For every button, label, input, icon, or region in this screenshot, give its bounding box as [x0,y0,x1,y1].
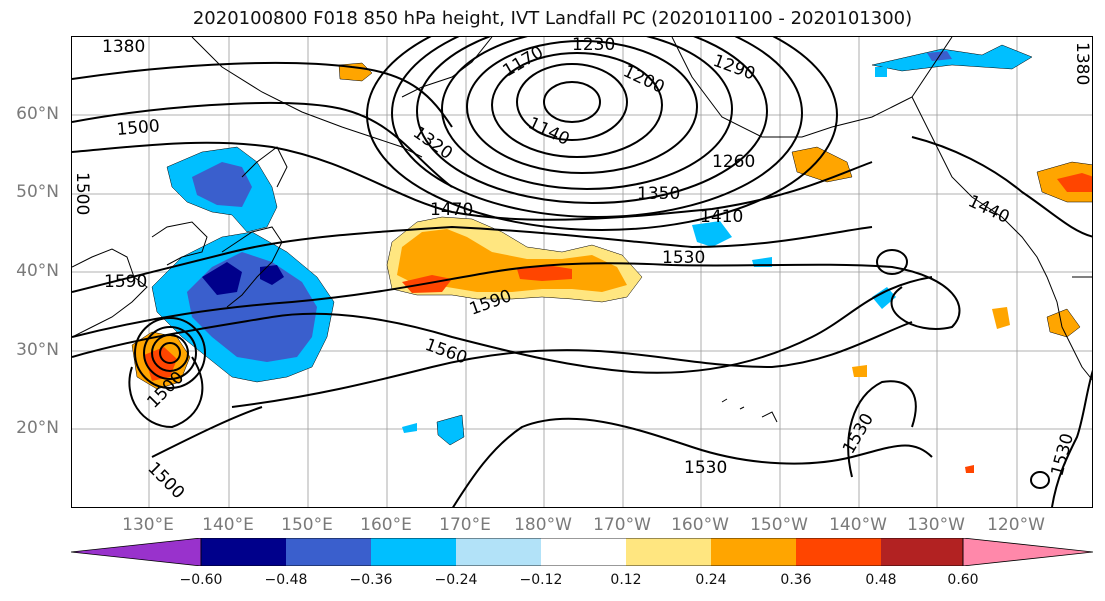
colorbar-tick: −0.36 [349,572,393,588]
contour-label: 1530 [1048,431,1079,478]
contour-label: 1200 [620,61,668,97]
colorbar-tick: −0.12 [519,572,563,588]
contour-label: 1590 [104,272,147,292]
lon-label-180w: 180°W [514,515,572,535]
coastlines [72,37,1092,423]
contour-label: 1230 [572,37,615,55]
colorbar-tick: 0.60 [947,572,979,588]
contour-label: 1380 [102,37,145,57]
contour-label: 1500 [72,172,92,215]
lat-label-30n: 30°N [16,340,59,360]
height-contours [72,37,1092,507]
lat-label-50n: 50°N [16,182,59,202]
contour-label: 1440 [965,191,1013,227]
lon-label-150w: 150°W [750,515,808,535]
colorbar-tick: 0.12 [610,572,642,588]
lat-label-60n: 60°N [16,104,59,124]
lon-label-130w: 130°W [907,515,965,535]
contour-label: 1500 [116,116,161,140]
contour-label: 1290 [710,51,757,85]
lon-label-160e: 160°E [360,515,412,535]
ivt-positive-shading [131,62,1092,473]
lat-label-20n: 20°N [16,418,59,438]
colorbar-tick: −0.24 [434,572,478,588]
colorbar-tick: 0.36 [780,572,812,588]
contour-label: 1380 [1072,42,1092,85]
colorbar-tick: 0.48 [865,572,897,588]
colorbar [70,537,1094,570]
lon-label-170w: 170°W [593,515,651,535]
lat-label-40n: 40°N [16,261,59,281]
map-title: 2020100800 F018 850 hPa height, IVT Land… [192,8,913,29]
lon-label-160w: 160°W [671,515,729,535]
contour-label: 1500 [143,458,188,503]
contour-label: 1530 [839,410,878,457]
colorbar-tick: −0.60 [179,572,223,588]
map-canvas: 1380 1230 1290 1170 1200 1140 1500 1320 … [72,37,1092,507]
contour-label: 1410 [700,207,743,227]
contour-label: 1530 [684,458,727,478]
contour-label: 1140 [525,113,573,149]
contour-label: 1320 [409,123,456,164]
contour-label: 1530 [662,248,705,268]
contour-label: 1260 [712,152,755,172]
colorbar-tick: −0.48 [264,572,308,588]
lon-label-130e: 130°E [122,515,174,535]
lon-label-140w: 140°W [829,515,887,535]
lon-label-120w: 120°W [987,515,1045,535]
contour-label: 1170 [500,42,547,81]
lon-label-140e: 140°E [202,515,254,535]
lon-label-170e: 170°E [439,515,491,535]
lon-label-150e: 150°E [281,515,333,535]
colorbar-graphic [70,537,1094,570]
colorbar-tick: 0.24 [695,572,727,588]
contour-label: 1350 [637,184,680,204]
contour-label: 1470 [430,200,473,220]
map-panel: 1380 1230 1290 1170 1200 1140 1500 1320 … [71,36,1093,508]
